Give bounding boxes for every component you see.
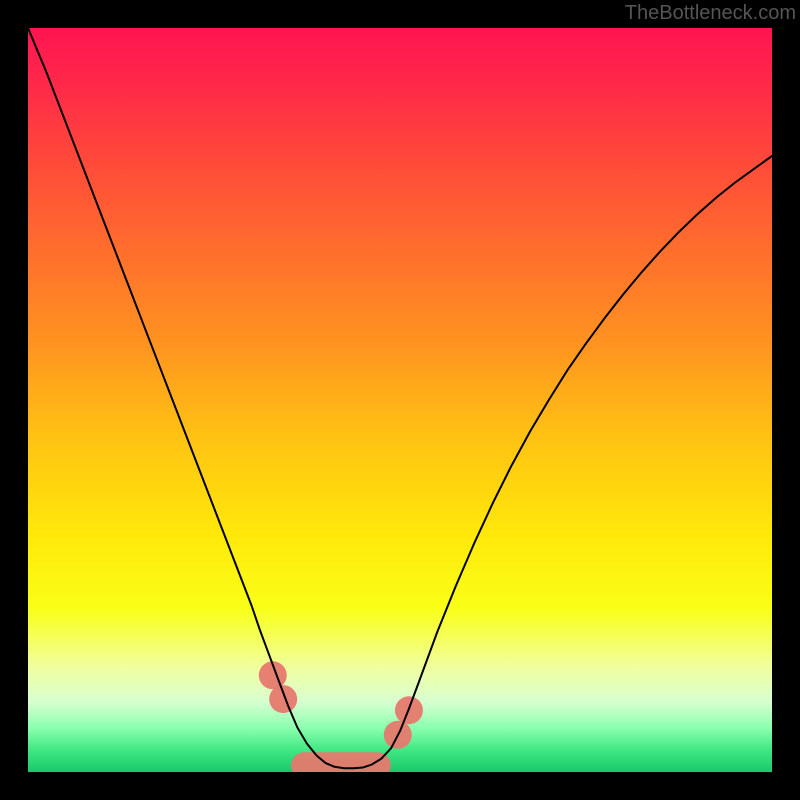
plot-area (28, 28, 772, 772)
watermark-text: TheBottleneck.com (625, 0, 800, 25)
marker-circle (269, 685, 297, 713)
chart-frame: TheBottleneck.com (0, 0, 800, 800)
plot-background (28, 28, 772, 772)
plot-svg (28, 28, 772, 772)
